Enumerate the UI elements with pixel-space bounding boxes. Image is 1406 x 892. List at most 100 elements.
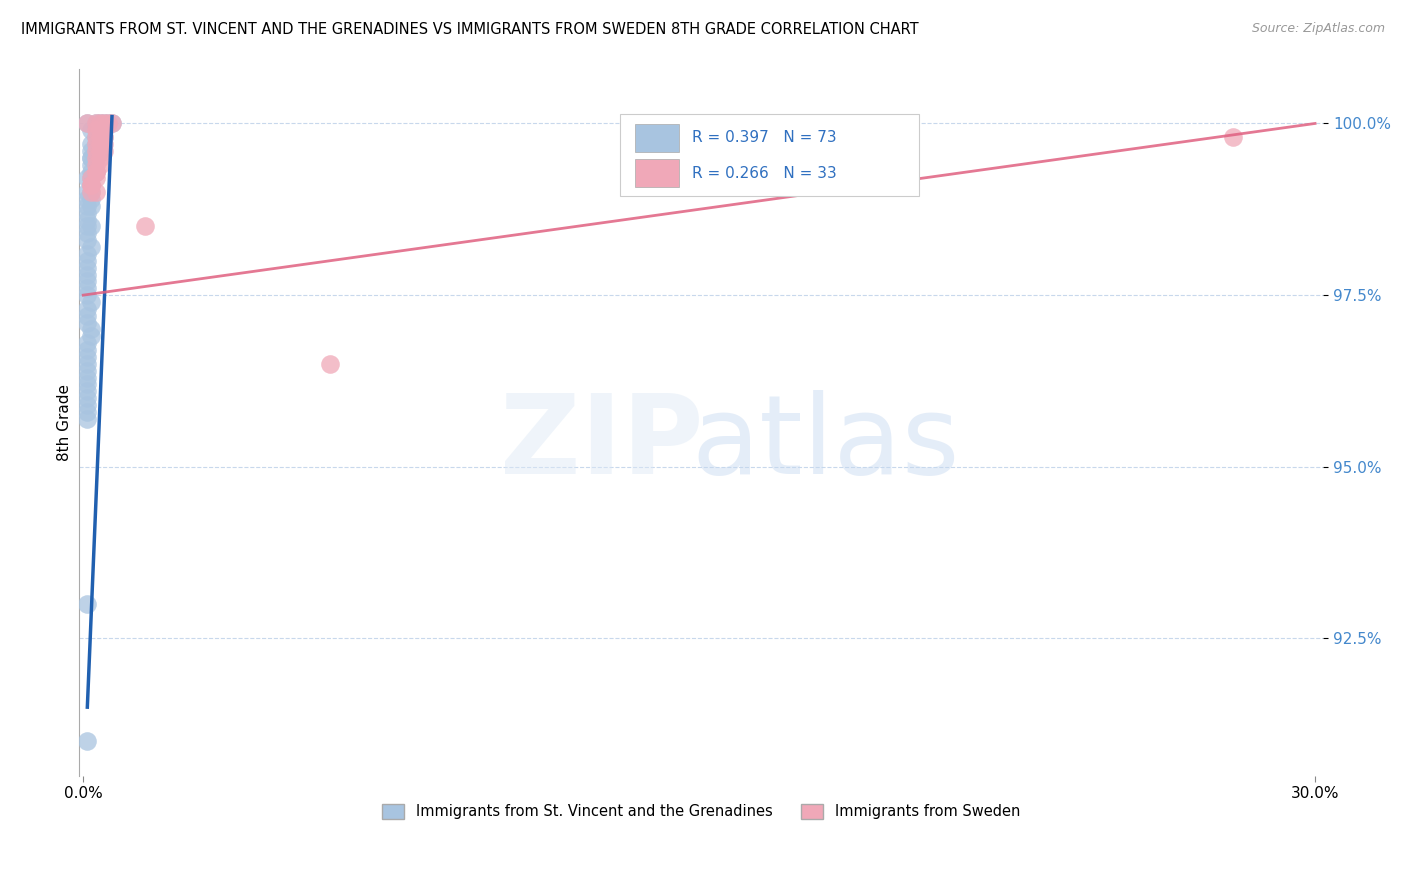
Point [80,192,103,206]
Point [80,123,103,137]
Legend: Immigrants from St. Vincent and the Grenadines, Immigrants from Sweden: Immigrants from St. Vincent and the Gren… [377,798,1026,825]
Point [101,116,124,130]
Point [89,158,111,172]
Point [80,295,103,310]
Point [84,116,107,130]
Point [93,136,115,151]
Point [80,158,103,172]
Point [80,136,103,151]
Point [97,116,120,130]
Point [89,136,111,151]
Text: Source: ZipAtlas.com: Source: ZipAtlas.com [1251,22,1385,36]
Point [93,144,115,158]
Point [318,357,340,371]
Point [84,136,107,151]
Point [76,391,98,405]
Point [80,144,103,158]
Point [89,130,111,145]
Y-axis label: 8th Grade: 8th Grade [58,384,72,460]
Point [89,144,111,158]
Point [80,178,103,193]
Point [80,219,103,234]
Point [84,151,107,165]
Point [89,116,111,130]
Point [76,268,98,282]
Point [76,260,98,275]
Bar [636,124,679,152]
Point [76,281,98,295]
Point [76,233,98,247]
Point [80,178,103,193]
Point [93,130,115,145]
Point [93,123,115,137]
Point [76,336,98,351]
Point [76,405,98,419]
Point [89,130,111,145]
Point [76,116,98,130]
Point [84,123,107,137]
Point [89,123,111,137]
Point [80,240,103,254]
Point [76,597,98,611]
Point [84,144,107,158]
Point [84,130,107,145]
Point [76,734,98,748]
Point [80,171,103,186]
Point [84,164,107,178]
Point [89,136,111,151]
Point [84,164,107,178]
Point [76,288,98,302]
Point [84,171,107,186]
Point [84,123,107,137]
Point [76,398,98,412]
Point [80,171,103,186]
Text: atlas: atlas [692,390,960,497]
Point [76,301,98,316]
Point [76,219,98,234]
Point [84,185,107,199]
Point [76,274,98,288]
Text: ZIP: ZIP [501,390,703,497]
Text: R = 0.266   N = 33: R = 0.266 N = 33 [693,166,837,181]
Point [80,151,103,165]
Point [89,144,111,158]
Point [101,116,124,130]
Point [84,144,107,158]
Point [93,123,115,137]
Point [97,116,120,130]
Point [84,130,107,145]
Point [80,329,103,343]
Text: R = 0.397   N = 73: R = 0.397 N = 73 [693,130,837,145]
Point [89,136,111,151]
Point [84,151,107,165]
Bar [636,159,679,187]
Point [84,136,107,151]
Point [84,116,107,130]
Point [76,350,98,364]
Point [76,199,98,213]
Point [76,384,98,399]
Point [76,364,98,378]
Point [76,411,98,425]
Point [80,322,103,336]
Point [76,185,98,199]
Point [80,185,103,199]
Point [134,219,156,234]
Point [89,130,111,145]
Point [84,158,107,172]
Point [89,151,111,165]
Point [76,253,98,268]
Point [76,377,98,392]
Point [93,116,115,130]
Point [93,130,115,145]
Point [80,151,103,165]
Point [80,199,103,213]
Point [93,123,115,137]
Point [84,136,107,151]
Point [76,171,98,186]
Point [76,357,98,371]
Point [89,123,111,137]
Point [76,309,98,323]
Point [84,164,107,178]
Point [76,343,98,357]
